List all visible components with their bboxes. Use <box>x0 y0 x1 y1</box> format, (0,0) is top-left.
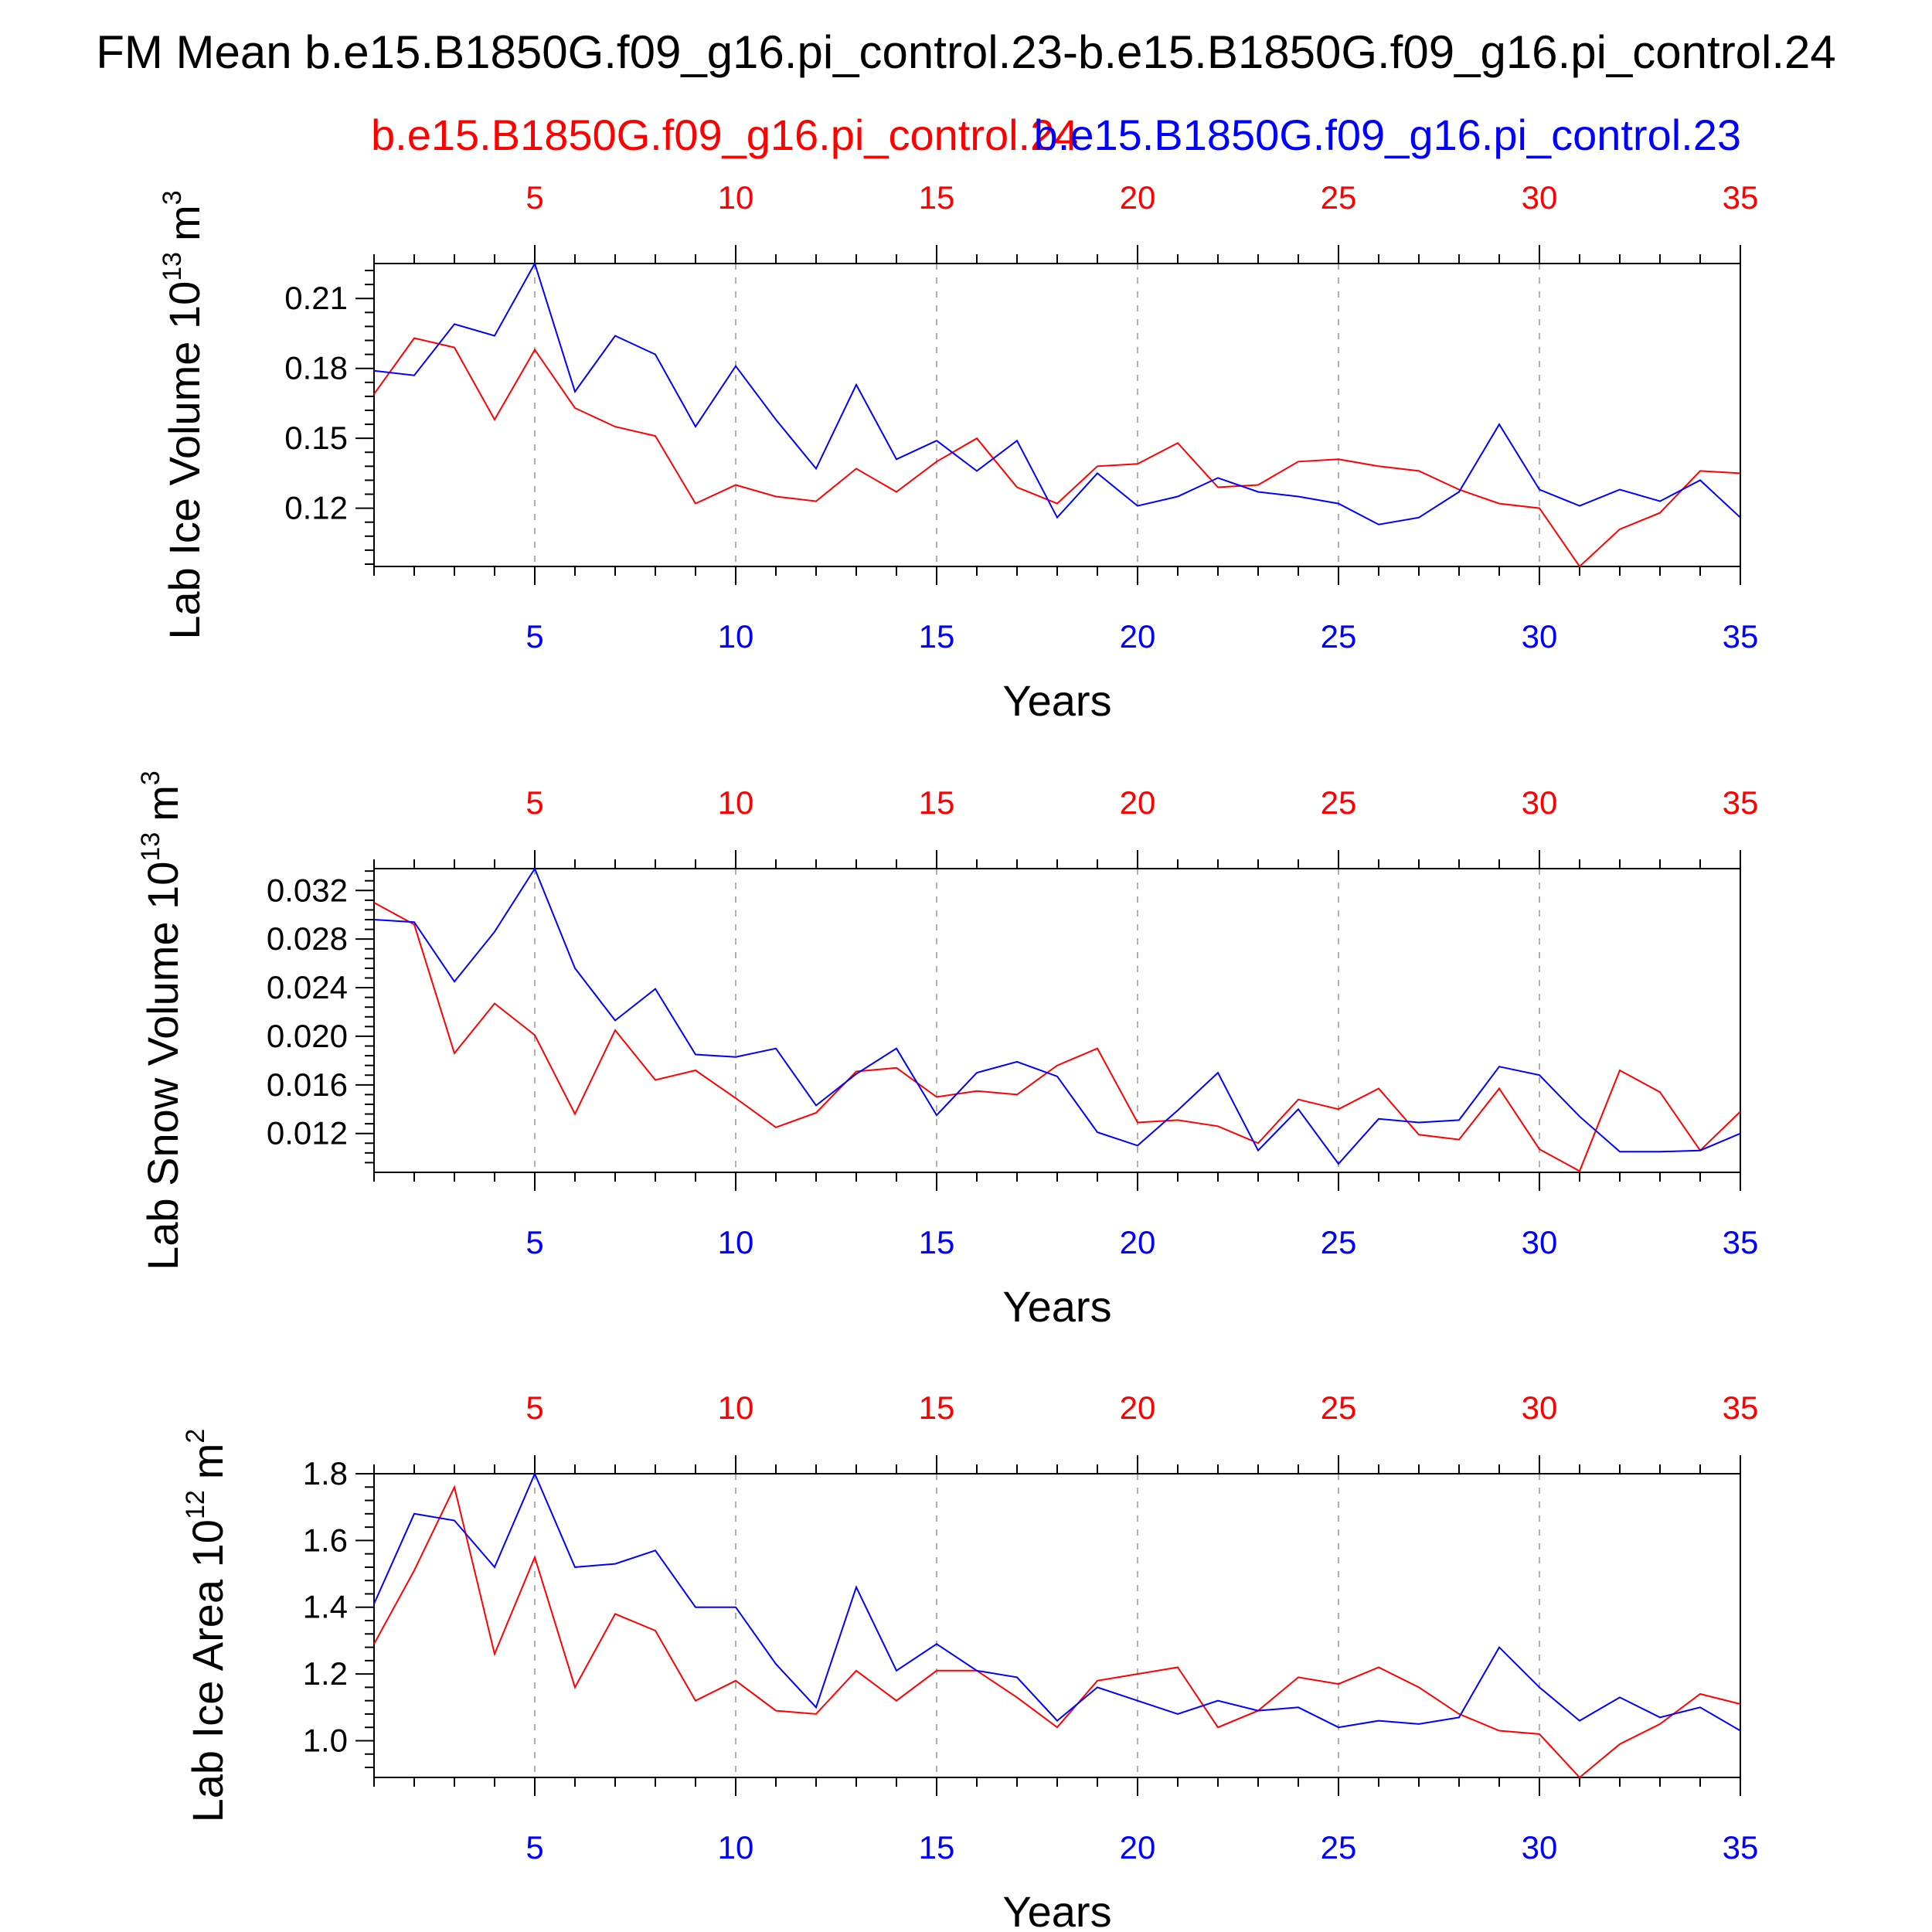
x-tick-label-top: 20 <box>1120 179 1156 216</box>
y-axis-title: Lab Snow Volume 1013 m3 <box>136 770 187 1270</box>
x-tick-label-top: 10 <box>718 179 754 216</box>
x-tick-label-top: 25 <box>1321 179 1357 216</box>
y-tick-label: 0.21 <box>284 280 348 316</box>
y-axis-title-exp: 13 <box>136 832 165 862</box>
x-tick-label-bottom: 25 <box>1321 1224 1357 1260</box>
y-tick-label: 1.8 <box>303 1455 348 1492</box>
x-tick-label-bottom: 25 <box>1321 618 1357 655</box>
y-tick-label: 0.024 <box>267 969 348 1005</box>
x-tick-label-bottom: 15 <box>919 1224 955 1260</box>
x-tick-label-top: 30 <box>1522 784 1558 821</box>
x-tick-label-bottom: 20 <box>1120 1224 1156 1260</box>
x-tick-label-bottom: 20 <box>1120 1829 1156 1866</box>
y-axis-title-unit: m <box>138 785 187 821</box>
y-tick-label: 1.0 <box>303 1722 348 1758</box>
y-axis-title: Lab Ice Area 1012 m2 <box>181 1429 232 1823</box>
x-tick-label-top: 5 <box>526 179 543 216</box>
y-axis-title-main: Lab Ice Area 10 <box>183 1519 232 1822</box>
y-tick-label: 0.15 <box>284 420 348 456</box>
y-axis-title-unit-exp: 2 <box>181 1429 210 1444</box>
x-tick-label-top: 15 <box>919 179 955 216</box>
x-tick-label-bottom: 10 <box>718 1829 754 1866</box>
series-line-red <box>373 1485 1741 1779</box>
x-tick-label-bottom: 20 <box>1120 618 1156 655</box>
x-tick-label-top: 20 <box>1120 784 1156 821</box>
x-tick-label-bottom: 35 <box>1723 1829 1759 1866</box>
x-tick-label-bottom: 5 <box>526 618 543 655</box>
y-axis-title-main: Lab Ice Volume 10 <box>160 281 209 640</box>
x-tick-label-top: 35 <box>1723 784 1759 821</box>
panel-snow-volume: 0.012 0.016 0.020 0.024 0.028 0.032 5 5 10 10 15 15… <box>136 770 1758 1331</box>
x-tick-label-bottom: 30 <box>1522 618 1558 655</box>
y-tick-label: 1.6 <box>303 1522 348 1558</box>
x-tick-label-bottom: 35 <box>1723 1224 1759 1260</box>
panel-ice-area: 1.0 1.2 1.4 1.6 1.8 5 5 10 10 15 15 20 20 25 25 30 30 35 3… <box>181 1389 1758 1932</box>
panel-ice-volume: 0.12 0.15 0.18 0.21 5 5 10 10 15 15 20 20 25 25 30 30 35… <box>158 179 1758 725</box>
x-tick-label-bottom: 5 <box>526 1224 543 1260</box>
y-tick-label: 0.016 <box>267 1066 348 1103</box>
x-tick-label-top: 20 <box>1120 1389 1156 1426</box>
x-tick-label-top: 35 <box>1723 1389 1759 1426</box>
x-tick-label-bottom: 10 <box>718 618 754 655</box>
y-tick-label: 0.032 <box>267 872 348 908</box>
series-line-blue <box>373 866 1741 1165</box>
figure-title: FM Mean b.e15.B1850G.f09_g16.pi_control.… <box>96 26 1836 78</box>
plot-frame <box>373 868 1741 1173</box>
y-tick-label: 0.028 <box>267 920 348 957</box>
x-tick-label-bottom: 30 <box>1522 1224 1558 1260</box>
x-tick-label-top: 25 <box>1321 1389 1357 1426</box>
plot-frame <box>373 263 1741 567</box>
series-line-blue <box>373 1471 1741 1732</box>
series-line-blue <box>373 261 1741 526</box>
y-axis-title-unit: m <box>160 205 209 241</box>
x-axis-title: Years <box>1002 1282 1111 1331</box>
x-tick-label-bottom: 15 <box>919 1829 955 1866</box>
x-tick-label-bottom: 30 <box>1522 1829 1558 1866</box>
x-tick-label-top: 5 <box>526 784 543 821</box>
x-tick-label-top: 30 <box>1522 179 1558 216</box>
legend-red-label: b.e15.B1850G.f09_g16.pi_control.24 <box>371 111 1078 159</box>
x-axis-title: Years <box>1002 676 1111 725</box>
x-tick-label-bottom: 15 <box>919 618 955 655</box>
y-axis-title-unit-exp: 3 <box>136 770 165 785</box>
x-tick-label-bottom: 35 <box>1723 618 1759 655</box>
series-line-red <box>373 902 1741 1172</box>
x-tick-label-top: 15 <box>919 1389 955 1426</box>
y-tick-label: 0.020 <box>267 1018 348 1054</box>
x-tick-label-top: 15 <box>919 784 955 821</box>
x-tick-label-top: 5 <box>526 1389 543 1426</box>
y-tick-label: 0.012 <box>267 1115 348 1151</box>
y-tick-label: 1.4 <box>303 1589 348 1625</box>
x-tick-label-bottom: 25 <box>1321 1829 1357 1866</box>
plot-frame <box>373 1473 1741 1778</box>
x-axis-title: Years <box>1002 1887 1111 1932</box>
series-line-red <box>373 337 1741 568</box>
y-tick-label: 0.12 <box>284 490 348 526</box>
x-tick-label-top: 10 <box>718 1389 754 1426</box>
x-tick-label-top: 25 <box>1321 784 1357 821</box>
x-tick-label-bottom: 10 <box>718 1224 754 1260</box>
y-axis-title: Lab Ice Volume 1013 m3 <box>158 190 209 639</box>
y-tick-label: 1.2 <box>303 1655 348 1692</box>
y-axis-title-exp: 12 <box>181 1490 210 1519</box>
panels-group: 0.120.150.180.21551010151520202525303035… <box>136 179 1758 1932</box>
y-axis-title-main: Lab Snow Volume 10 <box>138 862 187 1270</box>
x-tick-label-top: 10 <box>718 784 754 821</box>
y-tick-label: 0.18 <box>284 350 348 386</box>
x-tick-label-top: 35 <box>1723 179 1759 216</box>
legend-blue-label: b.e15.B1850G.f09_g16.pi_control.23 <box>1034 111 1741 159</box>
y-axis-title-unit-exp: 3 <box>158 190 187 205</box>
x-tick-label-bottom: 5 <box>526 1829 543 1866</box>
y-axis-title-unit: m <box>183 1444 232 1480</box>
y-axis-title-exp: 13 <box>158 252 187 281</box>
x-tick-label-top: 30 <box>1522 1389 1558 1426</box>
